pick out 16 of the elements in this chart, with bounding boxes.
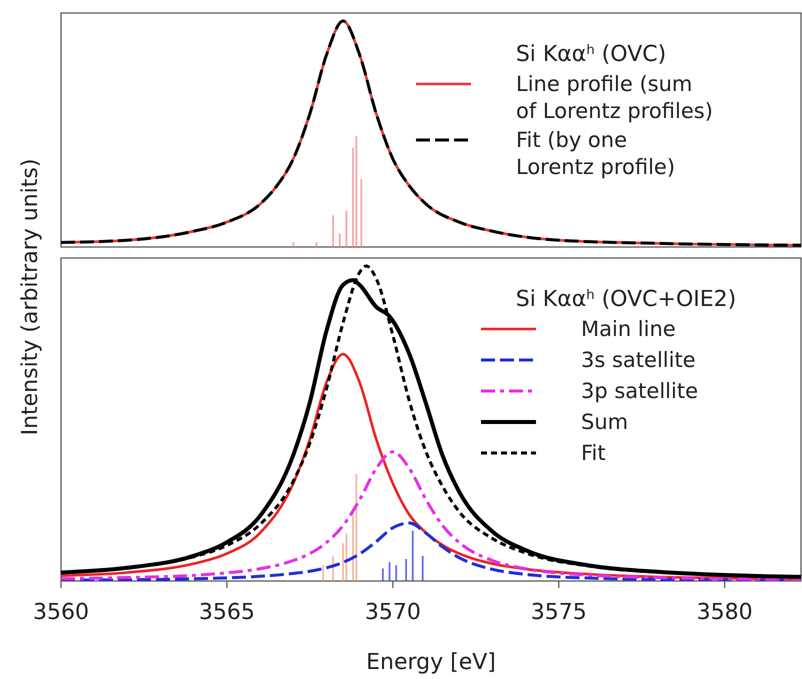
x-tick-label: 3565 [198,600,255,625]
legend-label: Line profile (sum of Lorentz profiles) [516,72,713,123]
x-tick-label: 3575 [530,600,587,625]
x-tick-label: 3560 [33,600,89,625]
x-axis-title: Energy [eV] [366,650,496,675]
legend-label: 3s satellite [581,348,696,372]
legend-label: Fit [581,441,606,465]
legend-title: Si Kαα$^{h}$ (OVC+OIE2) [516,287,736,312]
legend-title: Si Kαα$^{h}$ (OVC) [516,42,666,67]
x-tick-label: 3570 [364,600,421,625]
legend-label: Fit (by one Lorentz profile) [516,128,676,179]
x-tick-label: 3580 [696,600,753,625]
legend-label: Main line [581,317,676,341]
legend-label: 3p satellite [581,379,698,403]
legend-label: Sum [581,410,628,434]
y-axis-title: Intensity (arbitrary units) [18,158,43,436]
